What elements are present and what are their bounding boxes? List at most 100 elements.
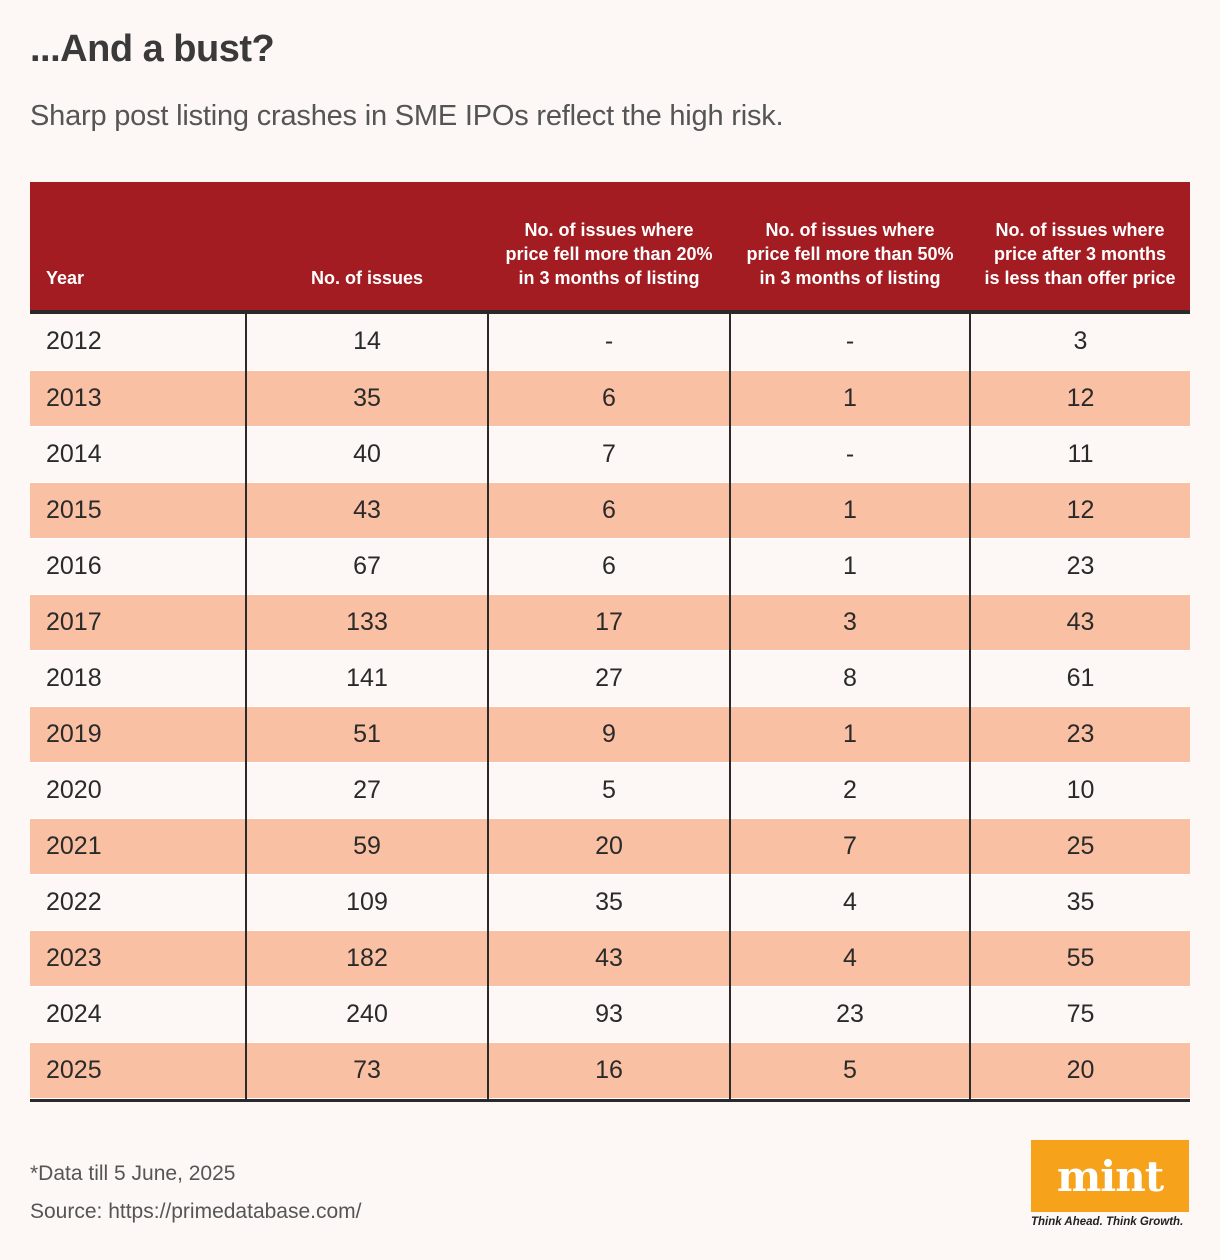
cell-fell-50: 1 [729,482,970,539]
footnote: *Data till 5 June, 2025 [30,1162,236,1185]
table-row: 2019 51 9 1 23 [30,706,1190,763]
cell-year: 2021 [30,818,246,875]
table-row: 2022 109 35 4 35 [30,874,1190,931]
cell-year: 2018 [30,650,246,707]
column-header-issues: No. of issues [310,268,424,288]
table-row: 2023 182 43 4 55 [30,930,1190,987]
logo-tagline: Think Ahead. Think Growth. [1031,1216,1184,1228]
cell-issues: 43 [245,482,488,539]
cell-issues: 182 [245,930,488,987]
cell-below-offer: 35 [969,874,1190,931]
chart-subtitle: Sharp post listing crashes in SME IPOs r… [30,100,784,132]
cell-year: 2017 [30,594,246,651]
cell-fell-20: 35 [487,874,730,931]
cell-fell-50: - [729,426,970,483]
cell-issues: 67 [245,538,488,595]
cell-fell-20: 43 [487,930,730,987]
cell-issues: 141 [245,650,488,707]
cell-year: 2022 [30,874,246,931]
table-row: 2014 40 7-11 [30,426,1190,483]
mint-logo: mint [1031,1140,1189,1212]
cell-fell-20: 5 [487,762,730,819]
cell-year: 2019 [30,706,246,763]
table-bottom-divider [30,1098,1190,1102]
cell-issues: 59 [245,818,488,875]
table-row: 2016 67 6 1 23 [30,538,1190,595]
logo-text: mint [1056,1151,1164,1201]
cell-issues: 27 [245,762,488,819]
chart-title: ...And a bust? [30,28,275,70]
cell-fell-20: 6 [487,482,730,539]
table-row: 2015 43 6 1 12 [30,482,1190,539]
cell-fell-50: 1 [729,706,970,763]
cell-fell-50: 5 [729,1042,970,1099]
cell-fell-50: - [729,314,970,371]
cell-below-offer: 55 [969,930,1190,987]
cell-fell-50: 4 [729,930,970,987]
cell-below-offer: 43 [969,594,1190,651]
cell-below-offer: 61 [969,650,1190,707]
cell-issues: 14 [245,314,488,371]
cell-below-offer: 23 [969,706,1190,763]
column-header-fell-20: No. of issues where price fell more than… [505,220,713,288]
cell-below-offer: 20 [969,1042,1190,1099]
cell-year: 2024 [30,986,246,1043]
column-header-fell-50: No. of issues where price fell more than… [746,220,954,288]
cell-fell-20: 20 [487,818,730,875]
cell-below-offer: 11 [969,426,1190,483]
cell-below-offer: 25 [969,818,1190,875]
cell-below-offer: 12 [969,482,1190,539]
table-row: 2013 35 6 1 12 [30,370,1190,427]
cell-year: 2015 [30,482,246,539]
cell-below-offer: 12 [969,370,1190,427]
table-row: 2018 141 27 8 61 [30,650,1190,707]
cell-fell-20: 93 [487,986,730,1043]
cell-fell-50: 1 [729,538,970,595]
cell-year: 2012 [30,314,246,371]
cell-year: 2020 [30,762,246,819]
cell-fell-50: 8 [729,650,970,707]
cell-year: 2014 [30,426,246,483]
cell-issues: 35 [245,370,488,427]
cell-issues: 40 [245,426,488,483]
cell-year: 2013 [30,370,246,427]
column-header-below-offer: No. of issues where price after 3 months… [984,220,1176,288]
cell-issues: 73 [245,1042,488,1099]
cell-issues: 133 [245,594,488,651]
cell-fell-50: 1 [729,370,970,427]
cell-fell-50: 2 [729,762,970,819]
table-row: 2021 59 20 7 25 [30,818,1190,875]
cell-year: 2016 [30,538,246,595]
cell-fell-50: 4 [729,874,970,931]
cell-fell-20: 6 [487,538,730,595]
cell-issues: 240 [245,986,488,1043]
table-row: 2012 14- -3 [30,314,1190,371]
cell-year: 2023 [30,930,246,987]
table-body: 2012 14- -3 2013 35 6 1 12 2014 40 7-11 2015 43 6 1 12 2… [30,314,1190,1099]
cell-fell-20: 27 [487,650,730,707]
cell-fell-20: 7 [487,426,730,483]
cell-fell-20: 6 [487,370,730,427]
cell-below-offer: 10 [969,762,1190,819]
cell-below-offer: 23 [969,538,1190,595]
cell-fell-20: 17 [487,594,730,651]
source-credit: Source: https://primedatabase.com/ [30,1200,362,1223]
cell-issues: 109 [245,874,488,931]
table-row: 2020 27 5 2 10 [30,762,1190,819]
cell-fell-50: 3 [729,594,970,651]
cell-fell-50: 7 [729,818,970,875]
cell-fell-20: 16 [487,1042,730,1099]
cell-below-offer: 75 [969,986,1190,1043]
table-header-row: Year No. of issues No. of issues where p… [30,182,1190,310]
table-row: 2025 73 16 5 20 [30,1042,1190,1099]
cell-below-offer: 3 [969,314,1190,371]
cell-fell-20: 9 [487,706,730,763]
table-row: 2024 240 93 23 75 [30,986,1190,1043]
table-row: 2017 133 17 3 43 [30,594,1190,651]
cell-issues: 51 [245,706,488,763]
data-table: Year No. of issues No. of issues where p… [30,182,1190,1102]
cell-fell-50: 23 [729,986,970,1043]
cell-year: 2025 [30,1042,246,1099]
cell-fell-20: - [487,314,730,371]
column-header-year: Year [46,268,85,288]
